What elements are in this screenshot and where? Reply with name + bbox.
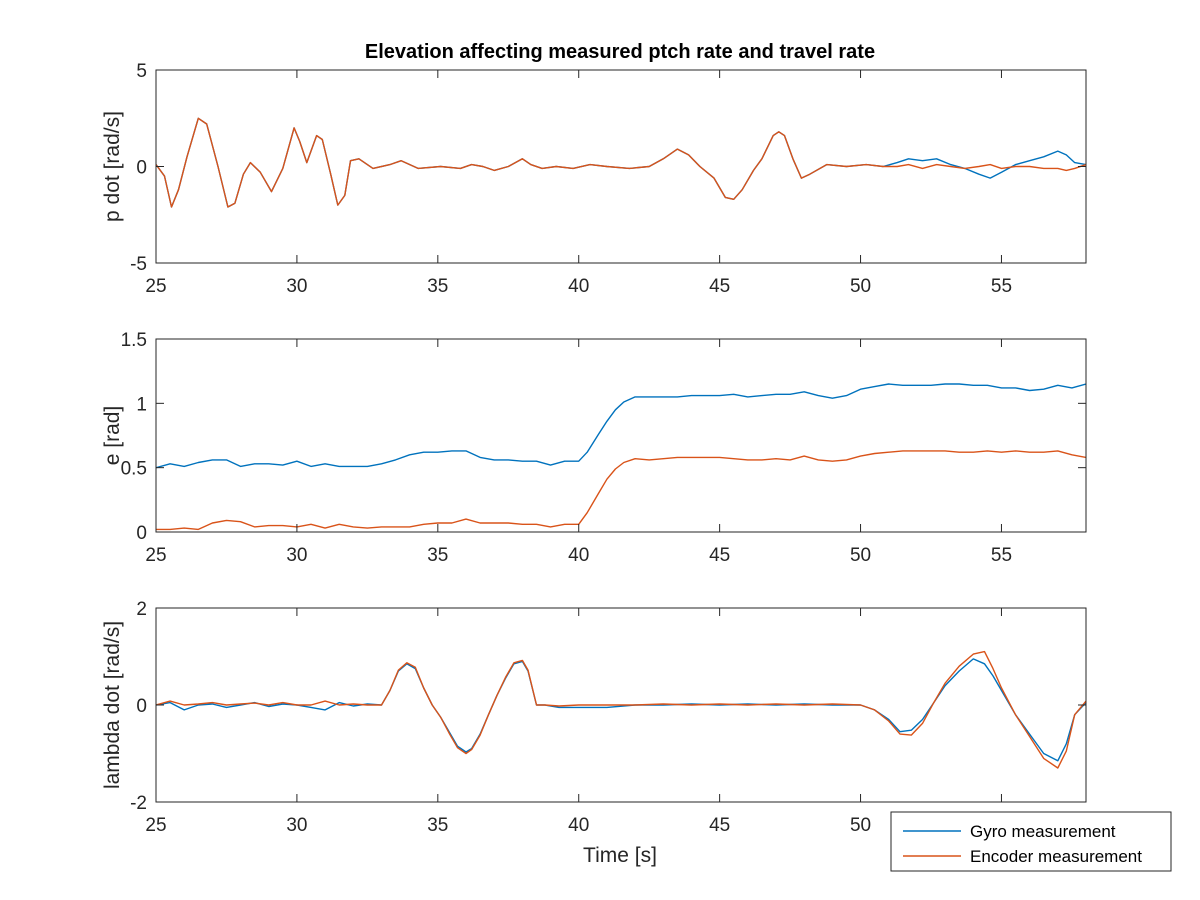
x-tick-label: 35 — [427, 276, 448, 297]
plot-area — [156, 339, 1086, 532]
legend-box — [890, 811, 1172, 872]
subplot-2: 25 30 35 40 45 50 55 0 0.5 1 1.5 e [rad] — [101, 330, 1087, 566]
subplot-1: 25 30 35 40 45 50 55 -5 0 5 p dot [rad/s] — [101, 61, 1087, 297]
series-line-gyro-measurement — [156, 383, 1086, 469]
y-tick-label: 0 — [136, 523, 147, 544]
y-tick-label: 0 — [136, 696, 147, 717]
x-tick-label: 35 — [427, 815, 448, 836]
x-tick-label: 55 — [991, 545, 1012, 566]
x-tick-label: 45 — [709, 815, 730, 836]
y-tick-label: 1.5 — [121, 330, 147, 351]
chart-title: Elevation affecting measured ptch rate a… — [365, 41, 875, 63]
y-axis-label: lambda dot [rad/s] — [101, 621, 124, 789]
x-tick-label: 40 — [568, 545, 589, 566]
x-tick-label: 40 — [568, 815, 589, 836]
x-axis-label: Time [s] — [583, 844, 657, 867]
series-line-encoder-measurement — [156, 650, 1086, 769]
x-tick-label: 35 — [427, 545, 448, 566]
x-tick-label: 45 — [709, 276, 730, 297]
x-tick-label: 25 — [145, 815, 166, 836]
x-tick-label: 25 — [145, 545, 166, 566]
y-tick-label: 5 — [136, 61, 147, 82]
x-tick-label: 50 — [850, 545, 871, 566]
x-tick-label: 55 — [991, 276, 1012, 297]
legend-label-gyro: Gyro measurement — [970, 822, 1116, 841]
x-tick-label: 50 — [850, 276, 871, 297]
subplots: 25 30 35 40 45 50 55 -5 0 5 p dot [rad/s] 25 30 35 40 4… — [101, 61, 1087, 836]
x-tick-label: 30 — [286, 545, 307, 566]
y-axis-label: p dot [rad/s] — [101, 111, 124, 222]
x-tick-label: 50 — [850, 815, 871, 836]
x-tick-label: 30 — [286, 815, 307, 836]
x-tick-label: 45 — [709, 545, 730, 566]
axes-box — [155, 338, 1087, 533]
x-tick-label: 40 — [568, 276, 589, 297]
series-line-encoder-measurement — [156, 117, 1086, 208]
y-tick-label: 2 — [136, 599, 147, 620]
legend[interactable]: Gyro measurement Encoder measurement — [890, 811, 1172, 872]
y-tick-label: -5 — [130, 254, 147, 275]
y-tick-label: -2 — [130, 793, 147, 814]
x-tick-label: 25 — [145, 276, 166, 297]
y-tick-label: 1 — [136, 394, 147, 415]
series-line-encoder-measurement — [156, 450, 1086, 531]
legend-label-encoder: Encoder measurement — [970, 847, 1142, 866]
y-axis-label: e [rad] — [101, 406, 124, 466]
x-tick-label: 30 — [286, 276, 307, 297]
y-tick-label: 0.5 — [121, 459, 147, 480]
y-tick-label: 0 — [136, 158, 147, 179]
